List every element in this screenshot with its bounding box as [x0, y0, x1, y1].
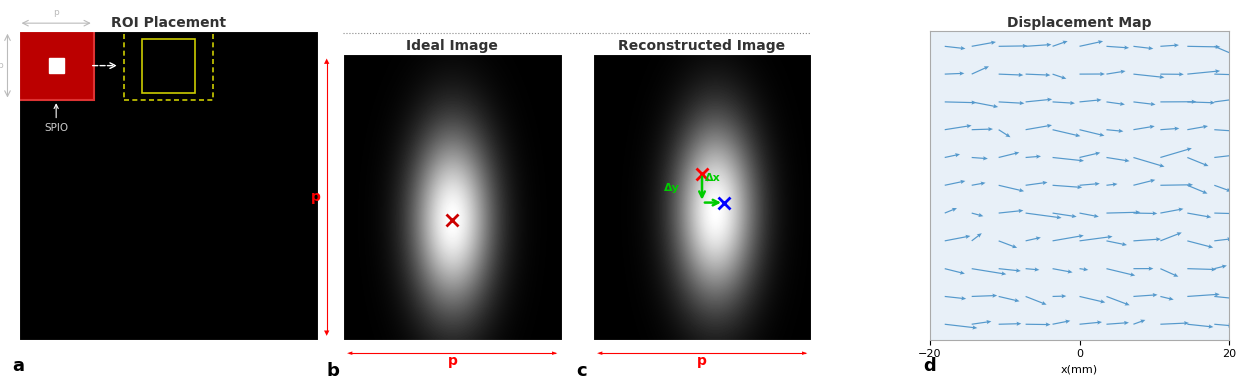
Text: c: c	[577, 362, 588, 380]
Title: ROI Placement: ROI Placement	[111, 16, 226, 30]
Text: ►: ►	[553, 350, 558, 356]
Text: ►: ►	[802, 350, 807, 356]
Title: Ideal Image: Ideal Image	[407, 39, 498, 53]
X-axis label: x(mm): x(mm)	[150, 365, 187, 375]
Text: ▲: ▲	[324, 58, 329, 64]
Text: Δx: Δx	[705, 173, 721, 183]
Text: p: p	[311, 190, 321, 204]
Text: p: p	[54, 8, 59, 17]
Bar	[124, 31, 213, 100]
Text: p: p	[698, 354, 706, 368]
Text: d: d	[924, 357, 936, 374]
Title: Reconstructed Image: Reconstructed Image	[619, 39, 785, 53]
Text: SPIO: SPIO	[44, 104, 69, 133]
Text: ▼: ▼	[324, 330, 329, 336]
Bar	[142, 39, 195, 93]
Text: b: b	[327, 362, 339, 380]
Text: p: p	[448, 354, 457, 368]
Text: ◄: ◄	[347, 350, 352, 356]
Text: a: a	[12, 357, 25, 374]
Text: p: p	[0, 61, 2, 70]
Text: Δy: Δy	[664, 183, 679, 193]
Bar	[49, 58, 64, 73]
Title: Displacement Map: Displacement Map	[1007, 16, 1152, 30]
Text: ◄: ◄	[597, 350, 602, 356]
X-axis label: x(mm): x(mm)	[1061, 365, 1098, 375]
Bar	[19, 31, 94, 100]
